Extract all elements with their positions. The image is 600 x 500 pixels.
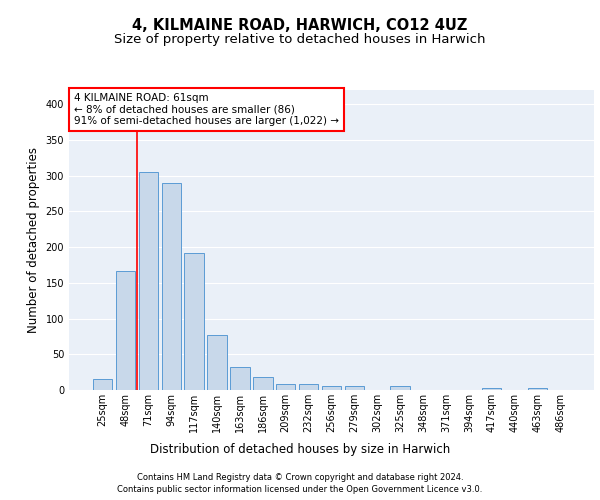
Bar [528, 388, 547, 390]
Y-axis label: Number of detached properties: Number of detached properties [27, 147, 40, 333]
Bar [139, 172, 158, 390]
Bar [230, 367, 250, 390]
Bar [299, 384, 319, 390]
Text: Distribution of detached houses by size in Harwich: Distribution of detached houses by size … [150, 442, 450, 456]
Bar [93, 380, 112, 390]
Bar [116, 270, 135, 390]
Text: Size of property relative to detached houses in Harwich: Size of property relative to detached ho… [114, 32, 486, 46]
Bar [208, 335, 227, 390]
Bar [482, 388, 502, 390]
Bar [344, 386, 364, 390]
Text: 4 KILMAINE ROAD: 61sqm
← 8% of detached houses are smaller (86)
91% of semi-deta: 4 KILMAINE ROAD: 61sqm ← 8% of detached … [74, 93, 339, 126]
Bar [253, 377, 272, 390]
Bar [184, 253, 204, 390]
Text: Contains HM Land Registry data © Crown copyright and database right 2024.: Contains HM Land Registry data © Crown c… [137, 472, 463, 482]
Text: Contains public sector information licensed under the Open Government Licence v3: Contains public sector information licen… [118, 485, 482, 494]
Bar [322, 386, 341, 390]
Bar [161, 183, 181, 390]
Bar [276, 384, 295, 390]
Text: 4, KILMAINE ROAD, HARWICH, CO12 4UZ: 4, KILMAINE ROAD, HARWICH, CO12 4UZ [133, 18, 467, 32]
Bar [391, 386, 410, 390]
